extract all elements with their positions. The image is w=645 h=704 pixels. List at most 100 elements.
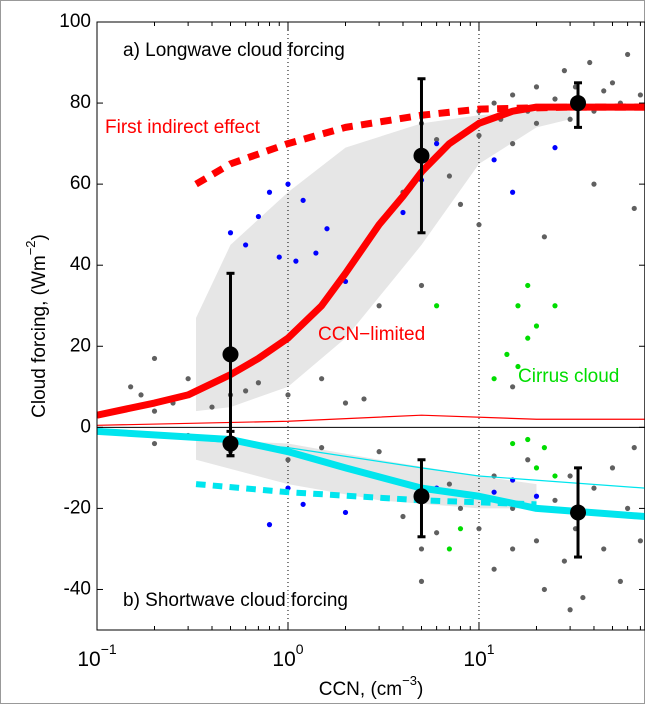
scatter-point bbox=[533, 538, 540, 544]
scatter-point bbox=[434, 136, 440, 143]
scatter-point bbox=[285, 457, 291, 463]
scatter-point bbox=[491, 376, 497, 382]
scatter-point bbox=[319, 445, 325, 451]
scatter-point bbox=[533, 493, 540, 499]
scatter-point bbox=[446, 173, 452, 179]
scatter-point bbox=[552, 497, 558, 503]
x-axis-label-text: ) bbox=[417, 679, 423, 700]
scatter-point bbox=[276, 254, 282, 260]
scatter-point bbox=[138, 392, 144, 398]
scatter-point bbox=[609, 465, 616, 471]
y-tick-label: 60 bbox=[70, 173, 91, 194]
scatter-point bbox=[533, 120, 540, 126]
scatter-point bbox=[533, 84, 540, 90]
annotation: CCN−limited bbox=[318, 324, 425, 345]
scatter-point bbox=[591, 181, 597, 187]
x-axis-label: CCN, (cm−3) bbox=[319, 673, 424, 700]
scatter-point bbox=[525, 282, 531, 289]
scatter-point bbox=[561, 558, 567, 564]
scatter-point bbox=[601, 546, 607, 552]
scatter-point bbox=[510, 141, 516, 147]
scatter-point bbox=[525, 457, 531, 463]
scatter-point bbox=[504, 351, 510, 357]
dashed-curve bbox=[195, 481, 537, 508]
scatter-point bbox=[552, 96, 558, 102]
annotation: Cirrus cloud bbox=[518, 366, 619, 387]
y-axis-label-sup: −2 bbox=[23, 240, 38, 255]
scatter-point bbox=[491, 566, 497, 572]
scatter-point bbox=[609, 80, 616, 86]
scatter-point bbox=[541, 445, 547, 451]
y-tick-label: 100 bbox=[59, 11, 91, 32]
scatter-point bbox=[293, 258, 299, 264]
mean-point bbox=[570, 95, 587, 112]
scatter-point bbox=[631, 205, 637, 212]
y-tick-label: -40 bbox=[64, 578, 91, 599]
x-tick-exponent: −1 bbox=[101, 641, 117, 657]
scatter-point bbox=[476, 222, 482, 228]
scatter-point bbox=[400, 513, 406, 520]
scatter-point bbox=[457, 201, 464, 207]
scatter-point bbox=[476, 526, 482, 532]
scatter-point bbox=[491, 100, 497, 106]
mean-point bbox=[413, 147, 430, 164]
scatter-point bbox=[541, 586, 547, 593]
x-tick-base: 10 bbox=[463, 648, 486, 671]
scatter-point bbox=[376, 449, 382, 455]
y-tick-label: 80 bbox=[70, 92, 91, 113]
x-axis-label-sup: −3 bbox=[402, 673, 417, 688]
scatter-point bbox=[300, 197, 306, 203]
x-tick-exponent: 0 bbox=[296, 641, 304, 657]
scatter-point bbox=[510, 189, 516, 195]
scatter-point bbox=[128, 384, 134, 390]
mean-point bbox=[570, 504, 587, 521]
x-tick-base: 10 bbox=[77, 648, 100, 671]
scatter-point bbox=[510, 440, 516, 447]
y-tick-label: 40 bbox=[70, 254, 91, 275]
scatter-point bbox=[209, 404, 215, 410]
annotation: First indirect effect bbox=[105, 117, 261, 138]
axes-box bbox=[96, 21, 645, 631]
scatter-point bbox=[561, 68, 567, 74]
scatter-point bbox=[552, 145, 558, 151]
scatter-point bbox=[446, 481, 452, 487]
scatter-point bbox=[342, 509, 349, 516]
scatter-point bbox=[255, 380, 262, 386]
mean-point bbox=[222, 346, 239, 363]
x-axis-label-text: CCN, (cm bbox=[319, 679, 402, 700]
scatter-point bbox=[319, 376, 325, 382]
scatter-point bbox=[541, 234, 547, 240]
scatter-point bbox=[285, 181, 291, 187]
scatter-point bbox=[266, 522, 273, 528]
scatter-point bbox=[625, 505, 631, 511]
scatter-point bbox=[300, 501, 306, 507]
y-axis-label-text: ) bbox=[29, 234, 50, 240]
scatter-point bbox=[313, 250, 319, 256]
scatter-point bbox=[525, 335, 531, 341]
scatter-point bbox=[400, 209, 406, 216]
scatter-point bbox=[418, 578, 425, 584]
scatter-point bbox=[637, 92, 643, 98]
scatter-point bbox=[476, 132, 482, 139]
plot-area bbox=[97, 22, 645, 630]
scatter-point bbox=[510, 546, 516, 552]
scatter-point bbox=[446, 546, 452, 552]
scatter-point bbox=[637, 538, 643, 544]
x-tick-label: 100 bbox=[272, 641, 303, 671]
scatter-point bbox=[342, 400, 349, 406]
y-tick-label: 0 bbox=[80, 416, 91, 437]
scatter-point bbox=[185, 376, 191, 382]
scatter-point bbox=[587, 59, 593, 66]
x-tick-base: 10 bbox=[272, 648, 295, 671]
scatter-point bbox=[491, 157, 497, 163]
scatter-point bbox=[552, 303, 558, 309]
x-tick-label: 10−1 bbox=[77, 641, 117, 671]
scatter-point bbox=[418, 282, 425, 289]
scatter-point bbox=[324, 226, 330, 232]
scatter-point bbox=[285, 392, 291, 398]
scatter-point bbox=[434, 303, 440, 309]
scatter-point bbox=[601, 88, 607, 94]
scatter-point bbox=[515, 363, 521, 370]
